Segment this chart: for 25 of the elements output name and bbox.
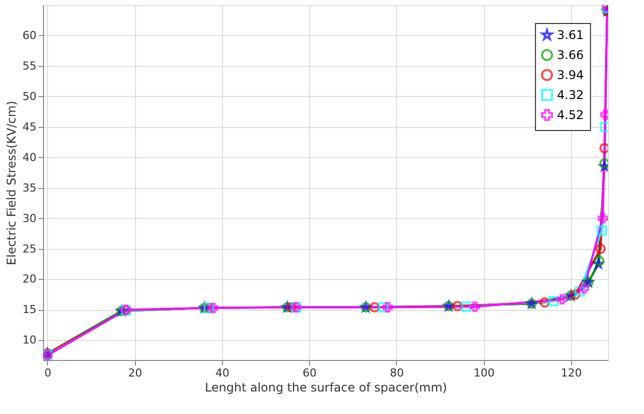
y-axis-title: Electric Field Stress(KV/cm) [4,100,19,266]
x-tick-label: 0 [44,366,52,380]
x-tick-label: 80 [390,366,404,380]
x-tick-label: 40 [215,366,230,380]
y-tick-label: 10 [22,334,36,347]
x-tick-label: 100 [474,366,495,380]
y-tick-label: 55 [22,59,36,72]
legend-label: 4.52 [557,108,584,122]
y-tick-label: 45 [22,120,36,134]
x-axis-title: Lenght along the surface of spacer(mm) [204,380,448,394]
y-tick-label: 25 [22,242,36,256]
y-tick-label: 15 [22,303,36,316]
y-tick-label: 50 [22,90,36,103]
legend-label: 3.66 [557,48,584,62]
legend-label: 4.32 [557,88,584,102]
y-tick-label: 35 [22,181,36,194]
y-tick-label: 60 [22,28,36,42]
x-tick-label: 20 [128,366,142,380]
legend-label: 3.94 [557,68,584,82]
legend-label: 3.61 [557,28,584,42]
y-tick-label: 20 [22,272,36,286]
x-tick-label: 60 [302,366,317,380]
y-tick-label: 40 [22,150,36,164]
y-tick-label: 30 [22,212,36,225]
x-tick-label: 120 [560,366,582,380]
